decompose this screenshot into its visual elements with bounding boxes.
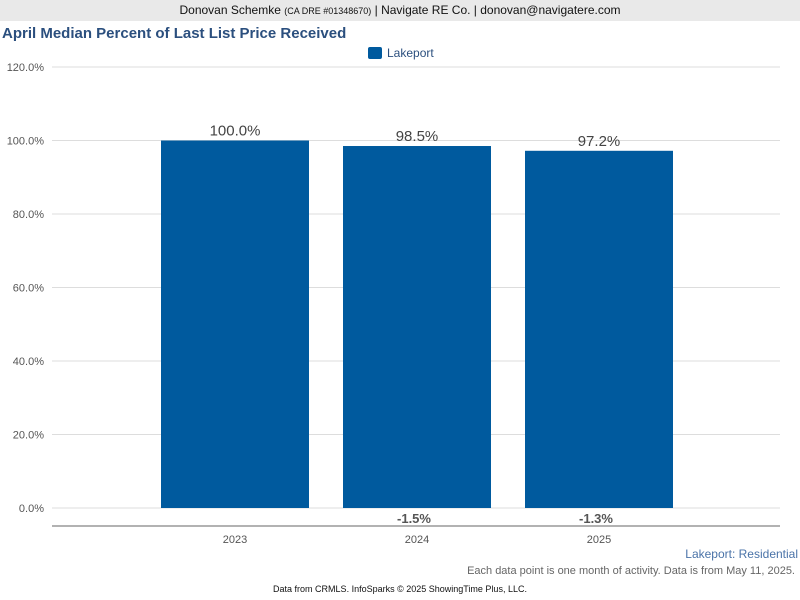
- chart-legend[interactable]: Lakeport: [368, 46, 434, 60]
- bar-value-label: 100.0%: [210, 123, 261, 140]
- change-label: -1.5%: [397, 511, 431, 526]
- y-tick-label: 80.0%: [13, 209, 44, 221]
- bar: [161, 140, 309, 508]
- bar: [343, 146, 491, 508]
- x-tick-label: 2025: [587, 534, 611, 546]
- y-tick-label: 40.0%: [13, 356, 44, 368]
- header-bar: Donovan Schemke (CA DRE #01348670) | Nav…: [0, 0, 800, 21]
- y-tick-label: 120.0%: [7, 62, 45, 74]
- bar: [525, 150, 673, 509]
- y-tick-label: 0.0%: [19, 503, 44, 515]
- bar-value-label: 98.5%: [396, 128, 439, 145]
- y-tick-label: 100.0%: [7, 136, 45, 148]
- legend-swatch-lakeport: [368, 47, 382, 59]
- y-tick-label: 20.0%: [13, 430, 44, 442]
- bar-value-label: 97.2%: [578, 133, 621, 150]
- change-label: -1.3%: [579, 511, 613, 526]
- x-tick-label: 2024: [405, 534, 429, 546]
- x-tick-label: 2023: [223, 534, 247, 546]
- chart-title: April Median Percent of Last List Price …: [2, 25, 347, 42]
- chart-sublabel: Lakeport: Residential: [685, 547, 798, 561]
- data-note: Each data point is one month of activity…: [467, 565, 795, 577]
- agent-name: Donovan Schemke: [179, 3, 281, 17]
- agent-license: (CA DRE #01348670): [284, 6, 372, 16]
- footer-credit: Data from CRMLS. InfoSparks © 2025 Showi…: [273, 584, 527, 594]
- legend-label-lakeport: Lakeport: [387, 46, 434, 60]
- company-email: | Navigate RE Co. | donovan@navigatere.c…: [374, 3, 621, 17]
- y-tick-label: 60.0%: [13, 283, 44, 295]
